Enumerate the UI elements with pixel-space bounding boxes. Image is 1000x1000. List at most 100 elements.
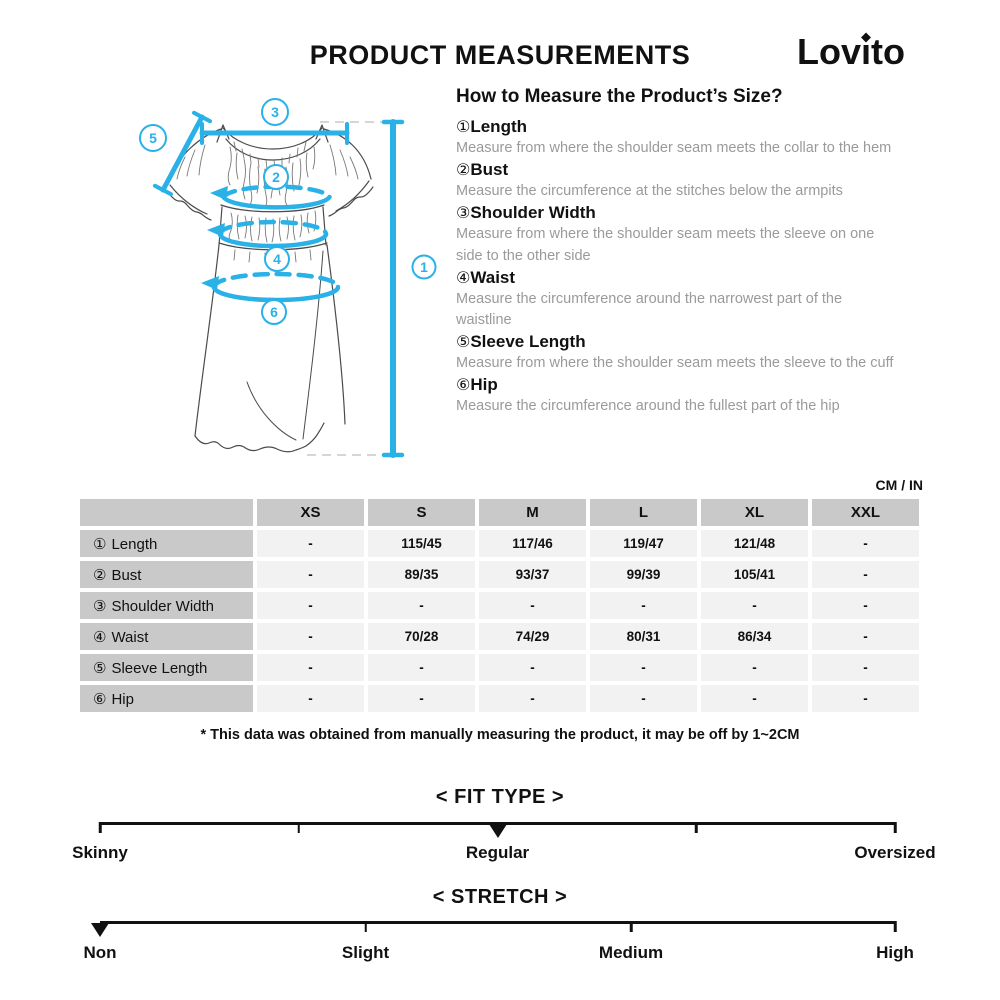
fit-type-marker bbox=[488, 824, 507, 838]
fit-type-labels: Skinny Regular Oversized bbox=[72, 843, 936, 865]
brand-logo: Lov ıto bbox=[797, 31, 905, 73]
item-description: Measure from where the shoulder seam mee… bbox=[456, 355, 894, 372]
item-description: Measure from where the shoulder seam mee… bbox=[456, 226, 875, 264]
scale-tick bbox=[98, 822, 102, 833]
cell: - bbox=[257, 654, 364, 681]
col-xxl: XXL bbox=[812, 499, 919, 526]
cell: - bbox=[812, 561, 919, 588]
table-row-shoulder-width: ③ Shoulder Width - - - - - - bbox=[80, 592, 919, 619]
table-footnote: * This data was obtained from manually m… bbox=[200, 727, 800, 743]
item-number: ① bbox=[456, 117, 471, 136]
cell: 74/29 bbox=[479, 623, 586, 650]
cell: 119/47 bbox=[590, 530, 697, 557]
stretch-label-high: High bbox=[876, 943, 914, 962]
table-row-sleeve-length: ⑤ Sleeve Length - - - - - - bbox=[80, 654, 919, 681]
row-label: Waist bbox=[111, 628, 149, 646]
marker-1: 1 bbox=[420, 259, 428, 275]
cell: - bbox=[368, 685, 475, 712]
marker-4: 4 bbox=[273, 251, 281, 267]
col-s: S bbox=[368, 499, 475, 526]
stretch-marker bbox=[91, 923, 109, 937]
measure-item-waist: ④Waist Measure the circumference around … bbox=[456, 267, 926, 331]
cell: 86/34 bbox=[701, 623, 808, 650]
row-number: ⑤ bbox=[93, 658, 107, 677]
item-number: ④ bbox=[456, 267, 471, 287]
cell: - bbox=[812, 623, 919, 650]
fit-label-regular: Regular bbox=[465, 843, 530, 862]
measurement-marks bbox=[153, 110, 405, 458]
fit-type-title: < FIT TYPE > bbox=[435, 786, 565, 808]
cell: - bbox=[701, 685, 808, 712]
cell: - bbox=[590, 685, 697, 712]
how-to-title: How to Measure the Product’s Size? bbox=[456, 86, 783, 107]
cell: 105/41 bbox=[701, 561, 808, 588]
table-row-bust: ② Bust - 89/35 93/37 99/39 105/41 - bbox=[80, 561, 919, 588]
stretch-label-non: Non bbox=[83, 943, 117, 962]
item-description: Measure from where the shoulder seam mee… bbox=[456, 140, 892, 156]
page-title: PRODUCT MEASUREMENTS bbox=[309, 40, 691, 70]
marker-3: 3 bbox=[271, 104, 279, 120]
marker-6: 6 bbox=[270, 304, 278, 320]
item-label: Sleeve Length bbox=[470, 332, 586, 352]
cell: - bbox=[257, 592, 364, 619]
cell: - bbox=[590, 592, 697, 619]
how-to-items: ①Length Measure from where the shoulder … bbox=[456, 116, 926, 418]
stretch-title: < STRETCH > bbox=[432, 886, 568, 908]
cell: - bbox=[812, 592, 919, 619]
table-row-length: ① Length - 115/45 117/46 119/47 121/48 - bbox=[80, 530, 919, 557]
col-l: L bbox=[590, 499, 697, 526]
row-label: Shoulder Width bbox=[111, 597, 215, 615]
cell: - bbox=[479, 654, 586, 681]
cell: 89/35 bbox=[368, 561, 475, 588]
item-number: ⑥ bbox=[456, 375, 471, 395]
dress-gather-lines bbox=[176, 141, 359, 264]
logo-text-start: Lov bbox=[797, 31, 862, 72]
cell: 99/39 bbox=[590, 561, 697, 588]
item-label: Shoulder Width bbox=[470, 203, 596, 223]
row-label: Hip bbox=[111, 690, 134, 708]
item-description: Measure the circumference around the ful… bbox=[456, 398, 840, 415]
item-number: ② bbox=[456, 160, 471, 180]
item-number: ③ bbox=[456, 203, 471, 223]
table-row-waist: ④ Waist - 70/28 74/29 80/31 86/34 - bbox=[80, 623, 919, 650]
scale-tick bbox=[695, 822, 698, 833]
scale-tick bbox=[629, 921, 633, 932]
table-corner bbox=[80, 499, 253, 526]
cell: - bbox=[479, 685, 586, 712]
scale-tick bbox=[297, 822, 300, 833]
cell: 70/28 bbox=[368, 623, 475, 650]
fit-type-scale-line bbox=[98, 822, 897, 838]
row-label: Sleeve Length bbox=[111, 659, 208, 677]
measure-item-sleeve-length: ⑤Sleeve Length Measure from where the sh… bbox=[456, 331, 926, 374]
scale-tick bbox=[893, 921, 897, 932]
table-row-hip: ⑥ Hip - - - - - - bbox=[80, 685, 919, 712]
cell: - bbox=[812, 654, 919, 681]
dress-measurement-diagram: 1 2 3 4 5 6 bbox=[139, 98, 437, 458]
cell: - bbox=[812, 530, 919, 557]
col-xs: XS bbox=[257, 499, 364, 526]
stretch-label-slight: Slight bbox=[341, 943, 390, 962]
col-m: M bbox=[479, 499, 586, 526]
item-label: Bust bbox=[470, 160, 509, 180]
measure-item-shoulder-width: ③Shoulder Width Measure from where the s… bbox=[456, 202, 926, 266]
unit-label: CM / IN bbox=[875, 477, 923, 493]
diagram-number-markers: 1 2 3 4 5 6 bbox=[139, 98, 437, 325]
cell: - bbox=[590, 654, 697, 681]
measure-item-hip: ⑥Hip Measure the circumference around th… bbox=[456, 374, 926, 417]
measurement-arrowheads bbox=[201, 186, 228, 290]
item-label: Waist bbox=[470, 267, 516, 287]
stretch-labels: Non Slight Medium High bbox=[83, 943, 913, 965]
cell: - bbox=[257, 530, 364, 557]
cell: - bbox=[257, 685, 364, 712]
row-number: ② bbox=[93, 565, 107, 584]
row-number: ③ bbox=[93, 596, 107, 615]
cell: 115/45 bbox=[368, 530, 475, 557]
scale-tick bbox=[364, 921, 367, 932]
measure-item-bust: ②Bust Measure the circumference at the s… bbox=[456, 159, 926, 202]
logo-text-end: to bbox=[871, 31, 906, 72]
scale-tick bbox=[893, 822, 897, 833]
cell: 121/48 bbox=[701, 530, 808, 557]
table-header-row: XS S M L XL XXL bbox=[80, 499, 919, 526]
row-number: ① bbox=[93, 534, 107, 553]
